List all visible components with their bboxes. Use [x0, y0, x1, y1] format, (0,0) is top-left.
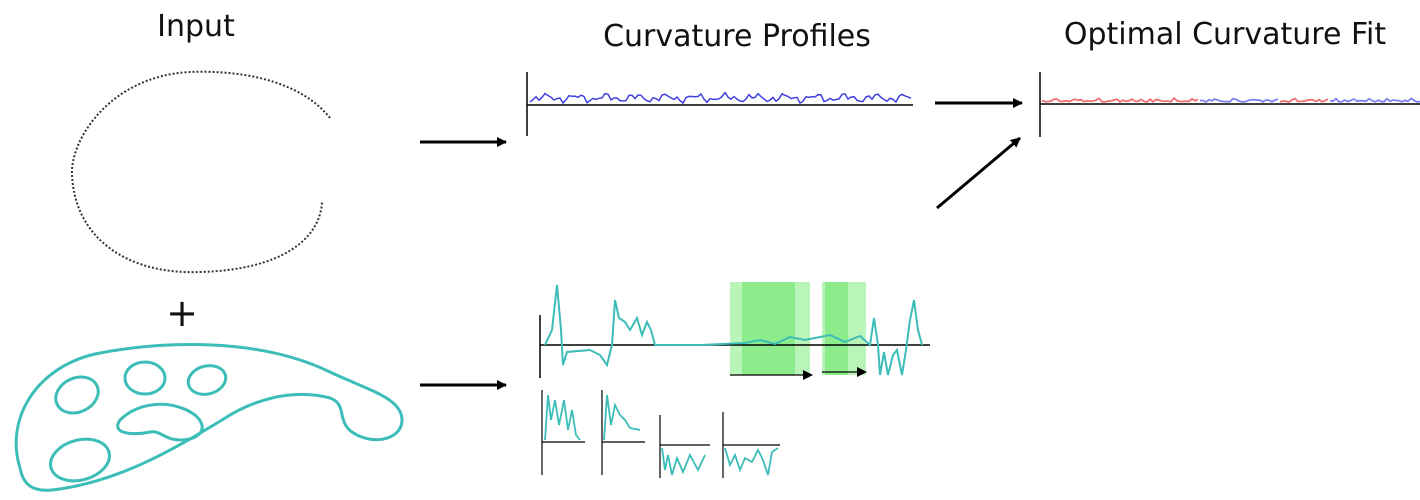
fit-line: [1200, 99, 1278, 102]
profile-line: [530, 93, 911, 104]
plus-sign: +: [166, 291, 198, 335]
match-highlights: [730, 282, 866, 375]
page: {"labels": {"input": "Input", "plus": "+…: [0, 0, 1420, 500]
fit-line: [1330, 98, 1420, 102]
fit-line: [1280, 99, 1328, 102]
fit-label: Optimal Curvature Fit: [1064, 17, 1387, 52]
small-profiles: [542, 390, 780, 478]
arrows: [420, 103, 1022, 385]
diagram: Input Curvature Profiles Optimal Curvatu…: [0, 0, 1420, 500]
fit-plot: [1040, 72, 1420, 137]
input-label: Input: [157, 9, 235, 44]
input-curve: [72, 72, 330, 272]
fit-line: [1042, 98, 1198, 102]
profiles-label: Curvature Profiles: [603, 19, 871, 54]
template-shape: [16, 344, 402, 490]
profile-plot: [527, 72, 913, 136]
